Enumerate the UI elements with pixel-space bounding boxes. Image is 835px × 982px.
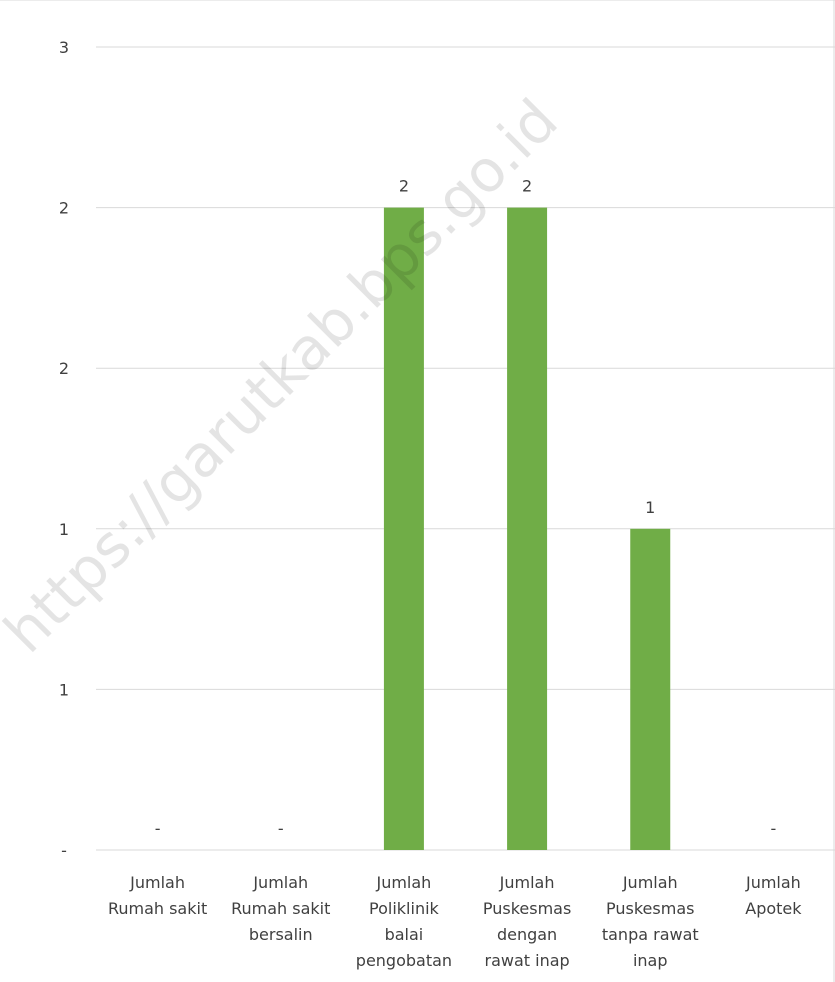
bar [630, 528, 671, 850]
category-label-line: Rumah sakit [231, 899, 330, 918]
category-label-line: Jumlah [499, 873, 555, 892]
y-tick-label: 3 [59, 38, 69, 57]
category-label-line: Puskesmas [606, 899, 694, 918]
category-label: Jumlah Apotek [745, 873, 802, 918]
category-label-line: balai [385, 925, 424, 944]
category-label-line: bersalin [249, 925, 313, 944]
category-label-line: Jumlah [129, 873, 185, 892]
category-labels: Jumlah Rumah sakit Jumlah Rumah sakit bersal… [108, 873, 802, 970]
category-label: Jumlah Rumah sakit bersalin [231, 873, 330, 944]
category-label-line: Poliklinik [369, 899, 440, 918]
data-label: 2 [399, 177, 409, 196]
category-label-line: Rumah sakit [108, 899, 207, 918]
category-label-line: Jumlah [252, 873, 308, 892]
category-label-line: tanpa rawat [602, 925, 699, 944]
data-label: - [155, 819, 161, 838]
category-label-line: rawat inap [484, 951, 569, 970]
data-labels: - - 2 2 1 - [155, 177, 777, 838]
category-label: Jumlah Poliklinik balai pengobatan [356, 873, 452, 970]
y-tick-label: 1 [59, 520, 69, 539]
category-label-line: pengobatan [356, 951, 452, 970]
y-tick-label: 2 [59, 359, 69, 378]
category-label: Jumlah Puskesmas dengan rawat inap [483, 873, 571, 970]
category-label: Jumlah Puskesmas tanpa rawat inap [602, 873, 699, 970]
category-label-line: inap [633, 951, 668, 970]
category-label-line: Jumlah [622, 873, 678, 892]
bars [383, 207, 671, 851]
category-label-line: Jumlah [375, 873, 431, 892]
bar [383, 207, 424, 851]
data-label: 2 [522, 177, 532, 196]
category-label: Jumlah Rumah sakit [108, 873, 207, 918]
y-tick-label: - [61, 841, 67, 860]
bar [507, 207, 548, 851]
data-label: 1 [645, 498, 655, 517]
y-tick-label: 1 [59, 680, 69, 699]
y-tick-label: 2 [59, 199, 69, 218]
category-label-line: Jumlah [745, 873, 801, 892]
category-label-line: dengan [497, 925, 557, 944]
data-label: - [771, 819, 777, 838]
gridlines [96, 46, 835, 851]
category-label-line: Apotek [745, 899, 802, 918]
data-label: - [278, 819, 284, 838]
y-axis-tick-labels: - 1 1 2 2 3 [59, 38, 69, 860]
category-label-line: Puskesmas [483, 899, 571, 918]
